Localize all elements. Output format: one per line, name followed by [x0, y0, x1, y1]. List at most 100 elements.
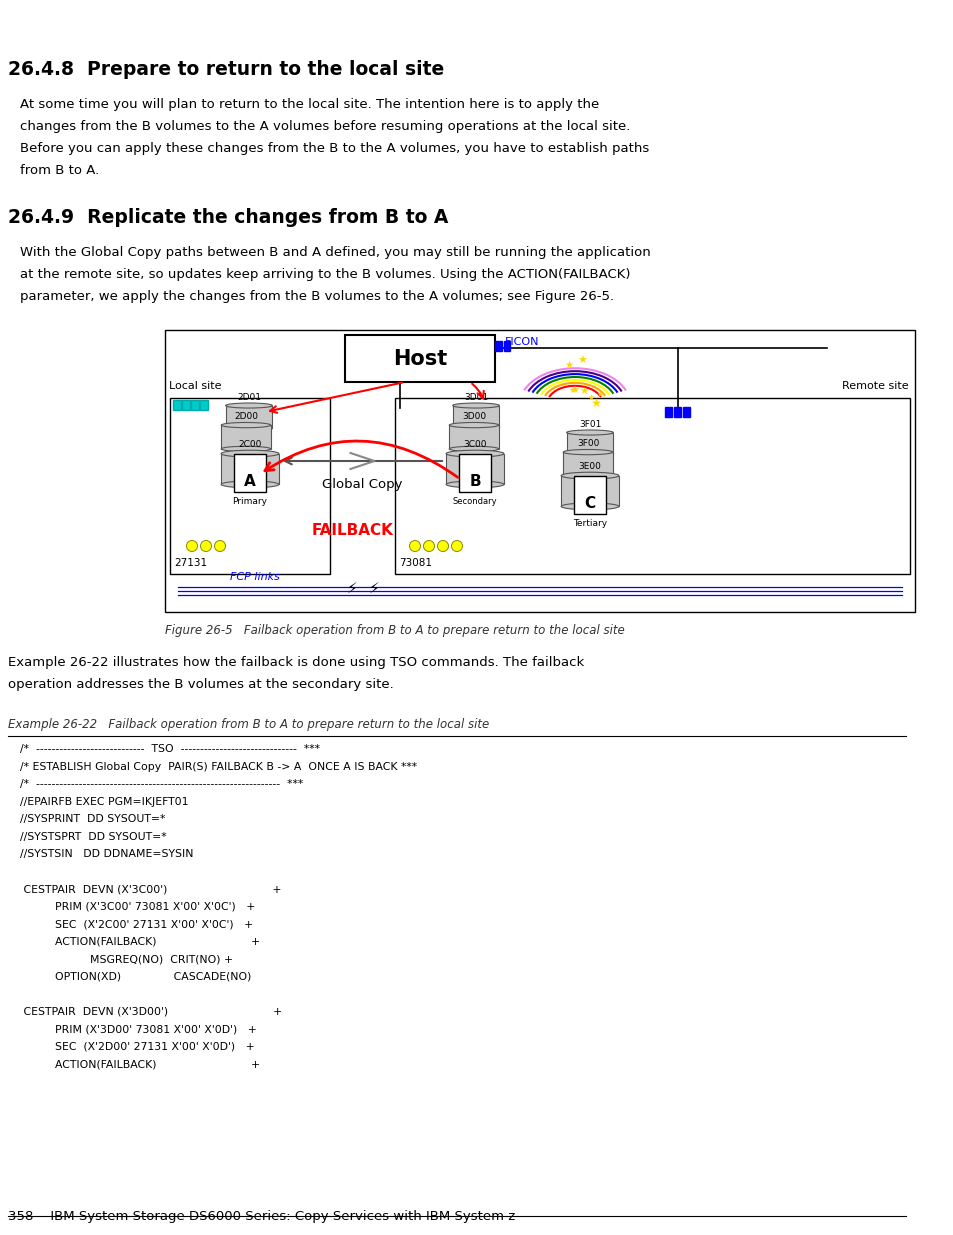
Ellipse shape	[562, 473, 612, 478]
Text: 2D00: 2D00	[233, 412, 257, 421]
Bar	[566, 432, 613, 456]
Bar	[182, 400, 190, 410]
Bar	[673, 408, 680, 417]
Bar	[446, 453, 503, 484]
Text: operation addresses the B volumes at the secondary site.: operation addresses the B volumes at the…	[8, 678, 394, 692]
Ellipse shape	[221, 480, 278, 488]
Text: Tertiary: Tertiary	[573, 519, 606, 527]
Bar	[172, 400, 180, 410]
Text: OPTION(XD)               CASCADE(NO): OPTION(XD) CASCADE(NO)	[19, 972, 251, 982]
Text: from B to A.: from B to A.	[19, 164, 99, 177]
Text: //SYSTSPRT  DD SYSOUT=*: //SYSTSPRT DD SYSOUT=*	[19, 831, 166, 841]
Ellipse shape	[452, 403, 498, 408]
Circle shape	[214, 541, 225, 552]
Circle shape	[409, 541, 420, 552]
Bar	[165, 330, 914, 613]
Text: SEC  (X'2C00' 27131 X'00' X'0C')   +: SEC (X'2C00' 27131 X'00' X'0C') +	[19, 919, 253, 929]
Bar	[664, 408, 671, 417]
Text: C: C	[584, 495, 595, 510]
Text: ACTION(FAILBACK)                           +: ACTION(FAILBACK) +	[19, 1058, 259, 1070]
Bar	[560, 475, 618, 506]
Text: parameter, we apply the changes from the B volumes to the A volumes; see Figure : parameter, we apply the changes from the…	[19, 290, 613, 303]
Text: 3C00: 3C00	[463, 440, 486, 450]
Text: Host: Host	[393, 348, 447, 368]
Circle shape	[200, 541, 212, 552]
Bar	[458, 453, 491, 492]
Text: 26.4.8  Prepare to return to the local site: 26.4.8 Prepare to return to the local si…	[8, 61, 444, 79]
Text: Remote site: Remote site	[841, 382, 908, 391]
Text: Local site: Local site	[169, 382, 221, 391]
Circle shape	[451, 541, 462, 552]
Text: PRIM (X'3C00' 73081 X'00' X'0C')   +: PRIM (X'3C00' 73081 X'00' X'0C') +	[19, 902, 254, 911]
Text: changes from the B volumes to the A volumes before resuming operations at the lo: changes from the B volumes to the A volu…	[19, 120, 629, 133]
Ellipse shape	[449, 422, 498, 427]
Text: /*  ----------------------------  TSO  ------------------------------  ***: /* ---------------------------- TSO ----…	[19, 743, 319, 755]
Bar	[345, 335, 495, 382]
Bar	[221, 425, 271, 448]
Ellipse shape	[452, 426, 498, 431]
Text: 3F00: 3F00	[577, 440, 598, 448]
Text: Example 26-22   Failback operation from B to A to prepare return to the local si: Example 26-22 Failback operation from B …	[8, 718, 489, 731]
Text: Global Copy: Global Copy	[322, 478, 402, 490]
Text: /* ESTABLISH Global Copy  PAIR(S) FAILBACK B -> A  ONCE A IS BACK ***: /* ESTABLISH Global Copy PAIR(S) FAILBAC…	[19, 762, 416, 772]
Bar	[200, 400, 208, 410]
Text: A: A	[244, 473, 255, 489]
Text: 3F01: 3F01	[578, 420, 600, 429]
Text: With the Global Copy paths between B and A defined, you may still be running the: With the Global Copy paths between B and…	[19, 246, 650, 259]
Text: CESTPAIR  DEVN (X'3D00')                              +: CESTPAIR DEVN (X'3D00') +	[19, 1007, 281, 1016]
Text: //SYSTSIN   DD DDNAME=SYSIN: //SYSTSIN DD DDNAME=SYSIN	[19, 848, 193, 860]
Ellipse shape	[560, 503, 618, 510]
Text: 73081: 73081	[398, 558, 432, 568]
Bar	[574, 475, 605, 514]
Text: 27131: 27131	[173, 558, 207, 568]
Bar	[233, 453, 266, 492]
Text: Before you can apply these changes from the B to the A volumes, you have to esta: Before you can apply these changes from …	[19, 142, 648, 156]
Text: ★: ★	[579, 385, 588, 396]
Bar	[682, 408, 689, 417]
Text: CESTPAIR  DEVN (X'3C00')                              +: CESTPAIR DEVN (X'3C00') +	[19, 884, 281, 894]
Ellipse shape	[446, 480, 503, 488]
Text: At some time you will plan to return to the local site. The intention here is to: At some time you will plan to return to …	[19, 98, 598, 111]
Circle shape	[437, 541, 448, 552]
Bar	[495, 341, 501, 351]
Bar	[221, 453, 278, 484]
Text: //SYSPRINT  DD SYSOUT=*: //SYSPRINT DD SYSOUT=*	[19, 814, 165, 824]
Text: FAILBACK: FAILBACK	[312, 522, 393, 537]
Bar	[449, 425, 498, 448]
Text: /*  ---------------------------------------------------------------  ***: /* -------------------------------------…	[19, 779, 302, 789]
Text: ★: ★	[587, 393, 594, 401]
Text: PRIM (X'3D00' 73081 X'00' X'0D')   +: PRIM (X'3D00' 73081 X'00' X'0D') +	[19, 1024, 256, 1034]
Bar	[191, 400, 198, 410]
Text: B: B	[469, 473, 480, 489]
Bar	[503, 341, 510, 351]
Text: 2D01: 2D01	[236, 393, 261, 403]
Text: 2C00: 2C00	[238, 440, 261, 450]
Text: ★: ★	[577, 356, 586, 367]
Ellipse shape	[562, 450, 612, 454]
Text: SEC  (X'2D00' 27131 X'00' X'0D')   +: SEC (X'2D00' 27131 X'00' X'0D') +	[19, 1041, 254, 1051]
Text: FICON: FICON	[504, 337, 539, 347]
Text: Figure 26-5   Failback operation from B to A to prepare return to the local site: Figure 26-5 Failback operation from B to…	[165, 624, 624, 637]
Ellipse shape	[566, 430, 613, 435]
Text: 26.4.9  Replicate the changes from B to A: 26.4.9 Replicate the changes from B to A	[8, 207, 448, 227]
Ellipse shape	[221, 446, 271, 452]
Ellipse shape	[226, 426, 273, 431]
Bar	[226, 405, 273, 429]
Text: ★: ★	[568, 387, 576, 395]
Text: Example 26-22 illustrates how the failback is done using TSO commands. The failb: Example 26-22 illustrates how the failba…	[8, 656, 583, 669]
Text: ACTION(FAILBACK)                           +: ACTION(FAILBACK) +	[19, 936, 259, 946]
Bar	[395, 398, 909, 574]
Ellipse shape	[449, 446, 498, 452]
Circle shape	[423, 541, 434, 552]
Text: at the remote site, so updates keep arriving to the B volumes. Using the ACTION(: at the remote site, so updates keep arri…	[19, 268, 629, 282]
Ellipse shape	[221, 422, 271, 427]
Text: Secondary: Secondary	[453, 496, 497, 505]
Bar	[452, 405, 498, 429]
Text: ⚡: ⚡	[347, 580, 357, 595]
Text: ★: ★	[564, 361, 574, 370]
Ellipse shape	[560, 472, 618, 479]
Text: ★: ★	[569, 385, 578, 395]
Text: Primary: Primary	[233, 496, 267, 505]
Circle shape	[186, 541, 197, 552]
Ellipse shape	[566, 453, 613, 458]
